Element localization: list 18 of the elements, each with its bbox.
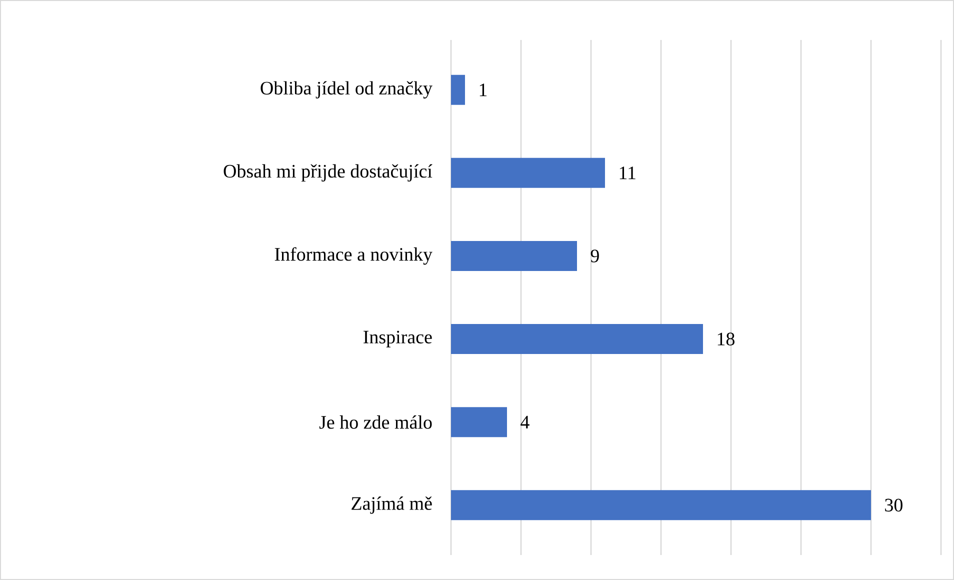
data-label: 11 [620,166,636,180]
data-label: 4 [520,416,530,428]
y-tick-label: Inspirace [364,330,432,348]
bar [451,158,605,188]
bar [451,240,577,271]
bar [451,490,871,520]
data-label: 1 [480,84,487,96]
y-tick-label: Obsah mi přijde dostačující [224,164,432,182]
data-label: 9 [590,250,599,262]
bar [451,324,703,354]
data-label: 30 [885,498,902,512]
y-tick-label: Obliba jídel od značky [260,81,432,98]
data-label: 18 [718,332,734,346]
y-tick-label: Informace a novinky [274,247,432,265]
y-tick-label: Zajímá mě [352,496,432,514]
bar [451,74,465,105]
bar [451,407,507,438]
y-tick-label: Je ho zde málo [319,415,432,429]
